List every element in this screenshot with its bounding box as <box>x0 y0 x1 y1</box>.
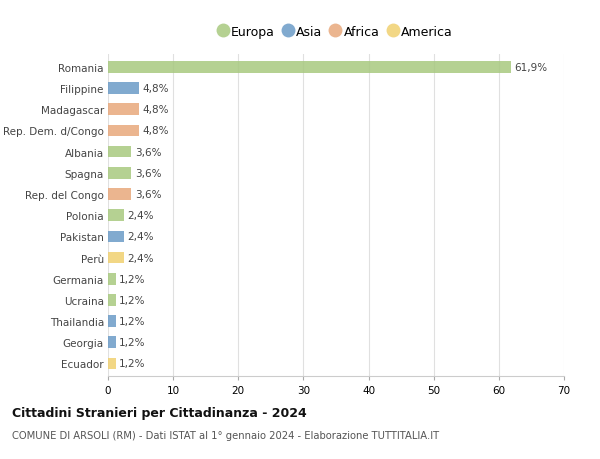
Text: Cittadini Stranieri per Cittadinanza - 2024: Cittadini Stranieri per Cittadinanza - 2… <box>12 406 307 419</box>
Text: 4,8%: 4,8% <box>143 84 169 94</box>
Text: 2,4%: 2,4% <box>127 211 154 221</box>
Text: 1,2%: 1,2% <box>119 295 146 305</box>
Bar <box>108 231 124 243</box>
Bar <box>108 252 124 264</box>
Text: 2,4%: 2,4% <box>127 232 154 242</box>
Bar <box>108 273 116 285</box>
Bar <box>108 295 116 306</box>
Text: 1,2%: 1,2% <box>119 316 146 326</box>
Legend: Europa, Asia, Africa, America: Europa, Asia, Africa, America <box>216 22 456 42</box>
Bar <box>108 146 131 158</box>
Bar <box>108 337 116 348</box>
Text: 4,8%: 4,8% <box>143 105 169 115</box>
Text: 4,8%: 4,8% <box>143 126 169 136</box>
Bar <box>108 316 116 327</box>
Bar <box>108 125 139 137</box>
Bar <box>108 358 116 369</box>
Text: 61,9%: 61,9% <box>514 63 548 73</box>
Text: 1,2%: 1,2% <box>119 274 146 284</box>
Text: COMUNE DI ARSOLI (RM) - Dati ISTAT al 1° gennaio 2024 - Elaborazione TUTTITALIA.: COMUNE DI ARSOLI (RM) - Dati ISTAT al 1°… <box>12 431 439 441</box>
Bar <box>108 104 139 116</box>
Text: 2,4%: 2,4% <box>127 253 154 263</box>
Text: 3,6%: 3,6% <box>135 147 161 157</box>
Text: 3,6%: 3,6% <box>135 168 161 179</box>
Bar <box>108 83 139 95</box>
Bar <box>108 189 131 201</box>
Text: 3,6%: 3,6% <box>135 190 161 200</box>
Bar <box>108 62 511 73</box>
Text: 1,2%: 1,2% <box>119 337 146 347</box>
Bar <box>108 210 124 222</box>
Text: 1,2%: 1,2% <box>119 358 146 369</box>
Bar <box>108 168 131 179</box>
